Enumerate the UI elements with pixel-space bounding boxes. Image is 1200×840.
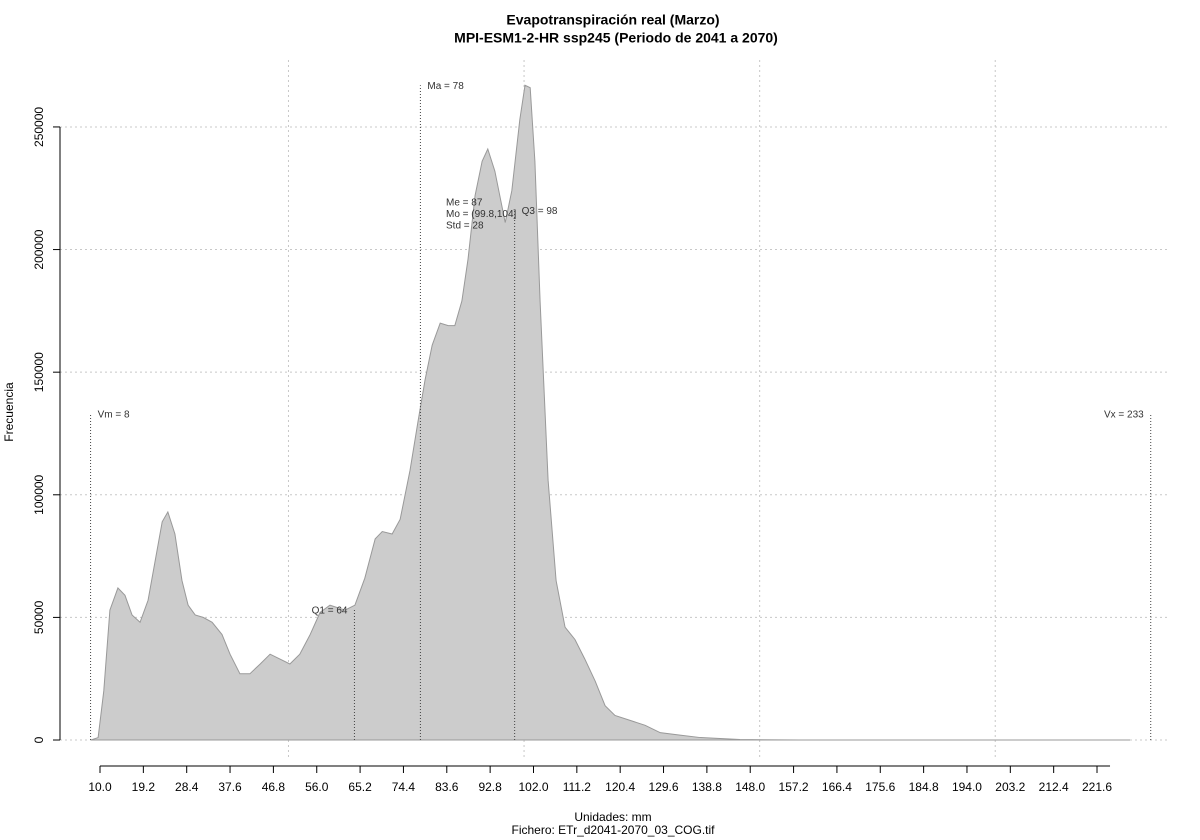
y-axis-label: Frecuencia <box>2 382 16 442</box>
x-tick-label: 212.4 <box>1039 780 1069 794</box>
stat-label: Me = 87 <box>446 198 483 209</box>
y-tick-label: 150000 <box>32 352 46 392</box>
x-tick-label: 10.0 <box>88 780 112 794</box>
x-tick-label: 148.0 <box>735 780 765 794</box>
y-tick-label: 100000 <box>32 474 46 514</box>
x-axis-label: Unidades: mm <box>574 810 651 824</box>
x-tick-label: 74.4 <box>392 780 416 794</box>
y-tick-label: 200000 <box>32 229 46 269</box>
marker-label: Q3 = 98 <box>522 206 558 217</box>
x-tick-label: 37.6 <box>218 780 242 794</box>
x-tick-label: 102.0 <box>518 780 548 794</box>
marker-label: Q1 = 64 <box>312 606 348 617</box>
y-tick-label: 0 <box>32 736 46 743</box>
x-tick-label: 166.4 <box>822 780 852 794</box>
x-tick-label: 203.2 <box>995 780 1025 794</box>
footer: Fichero: ETr_d2041-2070_03_COG.tif <box>512 823 716 837</box>
x-tick-label: 83.6 <box>435 780 459 794</box>
x-tick-label: 175.6 <box>865 780 895 794</box>
stat-label: Mo = (99.8,104] <box>446 209 517 220</box>
x-tick-label: 194.0 <box>952 780 982 794</box>
marker-label: Ma = 78 <box>427 81 464 92</box>
x-tick-label: 28.4 <box>175 780 199 794</box>
y-tick-label: 50000 <box>32 600 46 634</box>
marker-label: Vx = 233 <box>1104 410 1144 421</box>
stat-label: Std = 28 <box>446 221 484 232</box>
chart-title: Evapotranspiración real (Marzo) <box>506 12 719 28</box>
area <box>90 84 1130 741</box>
x-tick-label: 184.8 <box>909 780 939 794</box>
x-tick-label: 157.2 <box>779 780 809 794</box>
y-tick-label: 250000 <box>32 107 46 147</box>
x-tick-label: 19.2 <box>132 780 156 794</box>
x-tick-label: 138.8 <box>692 780 722 794</box>
x-tick-label: 111.2 <box>563 780 592 794</box>
chart-subtitle: MPI-ESM1-2-HR ssp245 (Periodo de 2041 a … <box>454 30 778 46</box>
x-tick-label: 65.2 <box>348 780 372 794</box>
x-tick-label: 46.8 <box>262 780 286 794</box>
x-tick-label: 120.4 <box>605 780 635 794</box>
x-tick-label: 129.6 <box>649 780 679 794</box>
marker-label: Vm = 8 <box>98 410 130 421</box>
x-tick-label: 56.0 <box>305 780 329 794</box>
x-tick-label: 221.6 <box>1082 780 1112 794</box>
x-tick-label: 92.8 <box>478 780 502 794</box>
